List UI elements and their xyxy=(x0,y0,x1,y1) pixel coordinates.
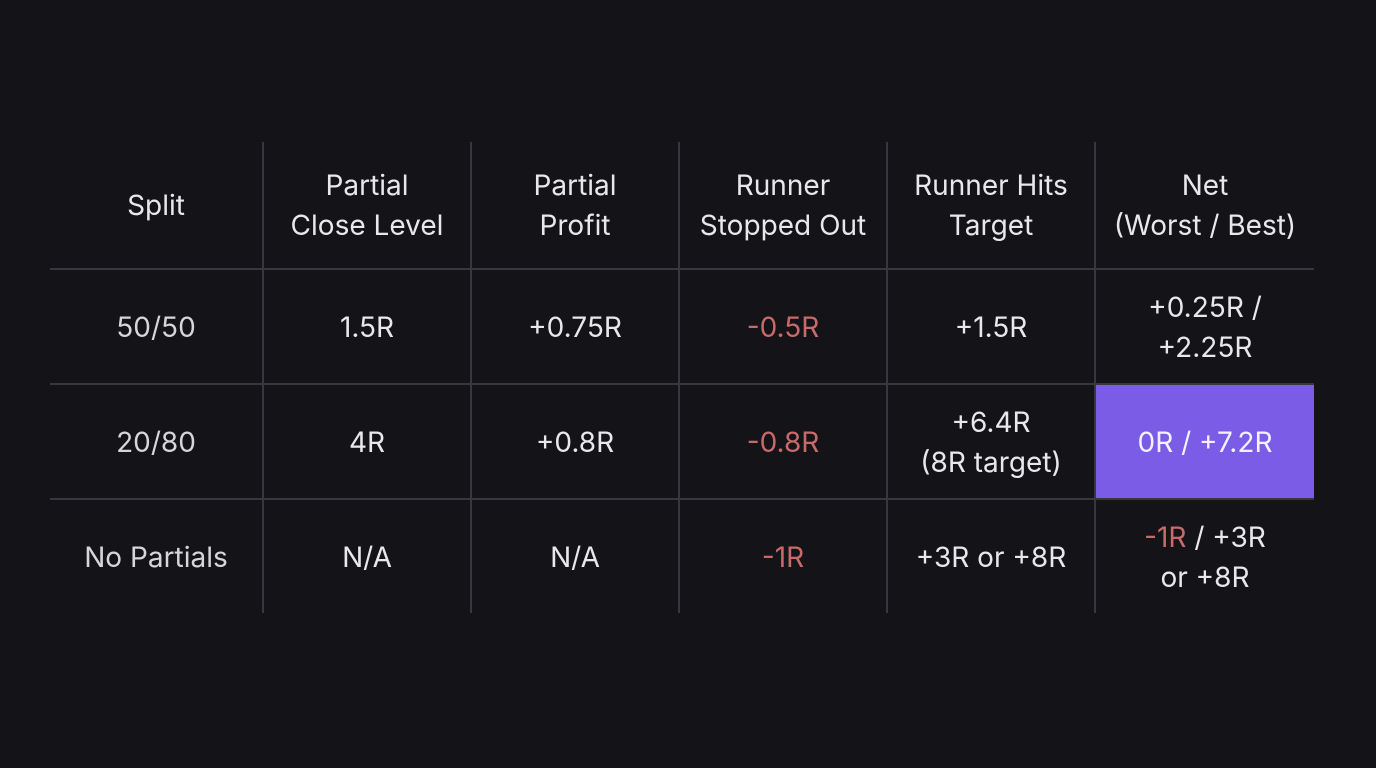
cell-text: -1R xyxy=(1144,519,1187,554)
cell-line: (Worst / Best) xyxy=(1114,205,1296,245)
cell-line: 50/50 xyxy=(116,307,195,347)
cell-line: 1.5R xyxy=(340,307,394,347)
table-cell: +0.8R xyxy=(470,383,678,498)
table-cell: +0.75R xyxy=(470,268,678,383)
cell-line: +0.25R / xyxy=(1148,287,1262,327)
cell-line: -1R / +3R xyxy=(1144,517,1266,557)
header-cell: Partial Close Level xyxy=(262,142,470,268)
cell-text: 50/50 xyxy=(116,309,196,344)
table-cell: 1.5R xyxy=(262,268,470,383)
table-cell: +0.25R / +2.25R xyxy=(1094,268,1314,383)
cell-text: Target xyxy=(948,208,1034,242)
cell-line: Split xyxy=(127,185,185,225)
cell-line: N/A xyxy=(550,537,600,577)
cell-text: N/A xyxy=(550,539,600,574)
cell-line: Partial xyxy=(325,165,408,205)
table-cell: 4R xyxy=(262,383,470,498)
cell-line: -0.8R xyxy=(747,422,820,462)
cell-line: Profit xyxy=(539,205,610,245)
cell-text: Net xyxy=(1181,168,1229,202)
cell-text: -0.5R xyxy=(746,309,820,344)
cell-text: Partial xyxy=(533,168,617,202)
header-cell: Runner Stopped Out xyxy=(678,142,886,268)
table-cell: N/A xyxy=(262,498,470,613)
cell-line: Stopped Out xyxy=(700,205,866,245)
cell-line: Runner Hits xyxy=(914,165,1068,205)
cell-text: or +8R xyxy=(1160,559,1250,594)
header-cell: Runner Hits Target xyxy=(886,142,1094,268)
header-cell: Partial Profit xyxy=(470,142,678,268)
cell-text: (Worst / Best) xyxy=(1113,208,1297,242)
cell-line: 4R xyxy=(349,422,385,462)
cell-text: 0R / +7.2R xyxy=(1137,424,1273,459)
cell-line: Net xyxy=(1182,165,1229,205)
cell-line: +0.8R xyxy=(536,422,614,462)
cell-text: +0.75R xyxy=(528,309,622,344)
cell-text: Profit xyxy=(539,208,611,242)
cell-text: Runner Hits xyxy=(914,168,1068,202)
cell-text: +6.4R xyxy=(951,404,1031,439)
cell-text: N/A xyxy=(342,539,392,574)
cell-text: +3R or +8R xyxy=(915,539,1067,574)
cell-text: Runner xyxy=(735,168,831,202)
cell-text: Close Level xyxy=(290,208,444,242)
cell-line: Runner xyxy=(736,165,831,205)
table-cell: 0R / +7.2R xyxy=(1094,383,1314,498)
cell-text: +0.25R / xyxy=(1148,289,1262,324)
table-cell: +3R or +8R xyxy=(886,498,1094,613)
cell-text: -0.8R xyxy=(746,424,820,459)
cell-line: Close Level xyxy=(291,205,444,245)
cell-line: or +8R xyxy=(1160,557,1249,597)
header-cell: Split xyxy=(50,142,262,268)
cell-line: 0R / +7.2R xyxy=(1138,422,1273,462)
table-cell: -0.8R xyxy=(678,383,886,498)
cell-line: +0.75R xyxy=(528,307,622,347)
cell-line: Target xyxy=(949,205,1033,245)
table-cell: No Partials xyxy=(50,498,262,613)
header-cell: Net (Worst / Best) xyxy=(1094,142,1314,268)
cell-text: 4R xyxy=(348,424,386,459)
cell-text: +1.5R xyxy=(954,309,1028,344)
table-cell: +1.5R xyxy=(886,268,1094,383)
table-cell: 50/50 xyxy=(50,268,262,383)
table-cell: -1R / +3R or +8R xyxy=(1094,498,1314,613)
cell-text: Stopped Out xyxy=(699,208,867,242)
table-cell: -1R xyxy=(678,498,886,613)
cell-line: -0.5R xyxy=(747,307,820,347)
cell-text: Partial xyxy=(325,168,409,202)
cell-line: N/A xyxy=(342,537,392,577)
cell-line: Partial xyxy=(533,165,616,205)
cell-text: 20/80 xyxy=(116,424,196,459)
cell-line: +1.5R xyxy=(955,307,1028,347)
cell-text: +2.25R xyxy=(1157,329,1253,364)
table-cell: +6.4R (8R target) xyxy=(886,383,1094,498)
table-cell: N/A xyxy=(470,498,678,613)
cell-text: No Partials xyxy=(84,539,228,574)
cell-text: +0.8R xyxy=(535,424,615,459)
cell-text: (8R target) xyxy=(920,444,1062,479)
cell-line: -1R xyxy=(762,537,804,577)
table-cell: 20/80 xyxy=(50,383,262,498)
cell-line: 20/80 xyxy=(116,422,196,462)
cell-line: +3R or +8R xyxy=(916,537,1066,577)
cell-line: (8R target) xyxy=(920,442,1061,482)
cell-text: -1R xyxy=(761,539,805,574)
cell-text: / +3R xyxy=(1186,519,1266,554)
table: Split Partial Close Level Partial Profit Runn… xyxy=(50,142,1314,613)
cell-text: 1.5R xyxy=(339,309,395,344)
cell-line: +2.25R xyxy=(1158,327,1253,367)
cell-line: +6.4R xyxy=(951,402,1030,442)
cell-text: Split xyxy=(127,188,185,222)
table-cell: -0.5R xyxy=(678,268,886,383)
cell-line: No Partials xyxy=(84,537,228,577)
